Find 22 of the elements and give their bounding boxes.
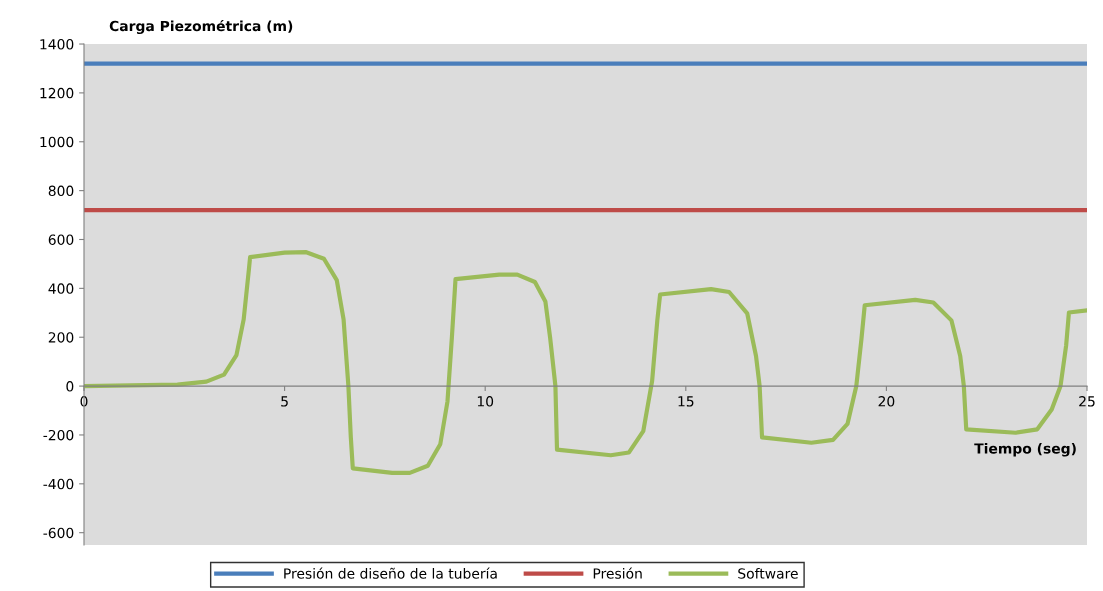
y-tick-label: 400 (48, 283, 74, 294)
y-tick-label: -200 (43, 429, 74, 441)
y-tick-label: 1000 (40, 136, 74, 148)
y-tick-label: 600 (48, 234, 74, 245)
legend-label: Presión de diseño de la tubería (284, 567, 497, 579)
x-tick-label: 25 (1079, 396, 1095, 407)
y-tick-label: 200 (48, 332, 74, 343)
y-tick-label: -400 (43, 478, 74, 490)
y-tick-label: 1400 (40, 39, 74, 50)
x-tick-label: 5 (281, 396, 288, 407)
y-axis-title: Carga Piezométrica (m) (109, 19, 293, 35)
y-tick-label: 0 (66, 381, 74, 392)
x-axis-title: Tiempo (seg) (974, 442, 1076, 457)
y-tick-label: 800 (48, 185, 74, 197)
x-tick-label: 10 (477, 396, 494, 407)
legend-label: Software (738, 568, 798, 579)
y-tick-label: 1200 (40, 87, 74, 99)
x-tick-label: 20 (878, 396, 895, 407)
legend-label: Presión (593, 567, 642, 579)
x-tick-label: 15 (678, 396, 694, 407)
y-tick-label: -600 (43, 527, 74, 539)
x-tick-label: 0 (80, 396, 88, 407)
